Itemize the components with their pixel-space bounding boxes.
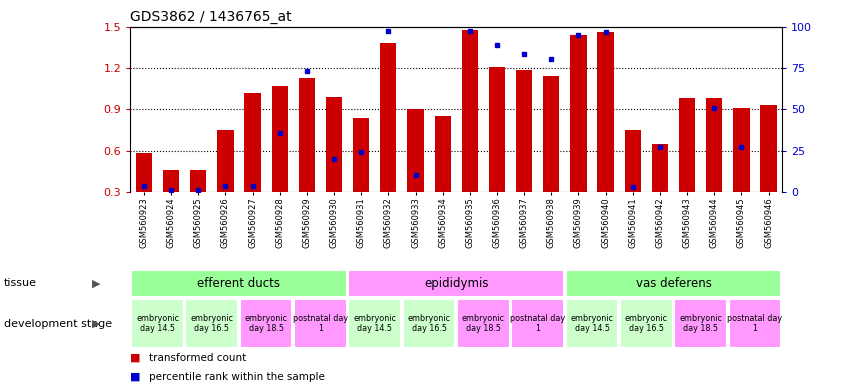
Bar [299,78,315,192]
Bar [186,299,238,348]
Bar [566,270,781,297]
Bar [217,130,234,192]
Bar [348,270,564,297]
Text: ■: ■ [130,353,140,363]
Bar [348,299,401,348]
Bar [131,299,184,348]
Bar [543,76,559,192]
Bar [403,299,456,348]
Bar [489,67,505,192]
Text: embryonic
day 16.5: embryonic day 16.5 [408,314,451,333]
Text: tissue: tissue [4,278,37,288]
Bar [674,299,727,348]
Text: efferent ducts: efferent ducts [198,277,281,290]
Text: ▶: ▶ [93,278,101,288]
Text: percentile rank within the sample: percentile rank within the sample [149,372,325,382]
Text: embryonic
day 18.5: embryonic day 18.5 [245,314,288,333]
Bar [679,98,696,192]
Text: embryonic
day 18.5: embryonic day 18.5 [680,314,722,333]
Bar [190,170,206,192]
Text: vas deferens: vas deferens [636,277,711,290]
Text: embryonic
day 14.5: embryonic day 14.5 [136,314,179,333]
Text: ▶: ▶ [93,318,101,329]
Bar [462,30,478,192]
Bar [272,86,288,192]
Bar [380,43,396,192]
Bar [597,32,614,192]
Text: GDS3862 / 1436765_at: GDS3862 / 1436765_at [130,10,292,25]
Bar [435,116,451,192]
Text: development stage: development stage [4,318,113,329]
Bar [163,170,179,192]
Text: embryonic
day 16.5: embryonic day 16.5 [190,314,233,333]
Text: ■: ■ [130,372,140,382]
Bar [353,118,369,192]
Bar [457,299,510,348]
Bar [625,130,641,192]
Text: embryonic
day 14.5: embryonic day 14.5 [353,314,396,333]
Bar [245,93,261,192]
Bar [570,35,586,192]
Bar [511,299,564,348]
Bar [760,105,777,192]
Bar [131,270,346,297]
Text: postnatal day
1: postnatal day 1 [510,314,565,333]
Bar [706,98,722,192]
Text: epididymis: epididymis [424,277,489,290]
Bar [620,299,673,348]
Bar [240,299,293,348]
Text: embryonic
day 16.5: embryonic day 16.5 [625,314,668,333]
Bar [733,108,749,192]
Text: transformed count: transformed count [149,353,246,363]
Text: postnatal day
1: postnatal day 1 [293,314,348,333]
Bar [652,144,668,192]
Bar [407,109,424,192]
Text: embryonic
day 18.5: embryonic day 18.5 [462,314,505,333]
Text: embryonic
day 14.5: embryonic day 14.5 [570,314,614,333]
Bar [325,97,342,192]
Bar [135,154,152,192]
Bar [294,299,346,348]
Bar [566,299,618,348]
Text: postnatal day
1: postnatal day 1 [727,314,782,333]
Bar [728,299,781,348]
Bar [516,70,532,192]
